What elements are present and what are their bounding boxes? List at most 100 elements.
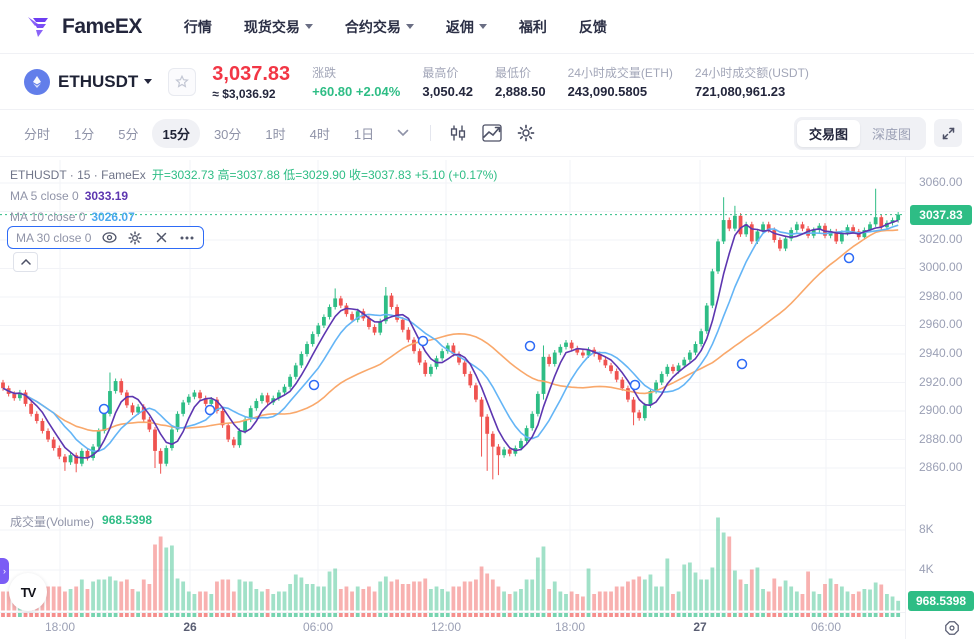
time-axis-label: 06:00 <box>810 620 842 634</box>
expand-icon <box>942 127 954 139</box>
ma30-label: MA 30 close 0 <box>16 230 92 245</box>
nav-item-3[interactable]: 合约交易 <box>345 17 414 37</box>
nav-item-1[interactable]: 行情 <box>183 18 212 35</box>
pane-divider[interactable] <box>0 505 974 506</box>
time-axis-label: 12:00 <box>430 620 462 634</box>
nav-item-4[interactable]: 返佣 <box>446 17 487 37</box>
ticker-bar: ETHUSDT 3,037.83 ≈ $3,036.92 涨跌 +60.80 +2… <box>0 54 974 110</box>
candlestick-style-button[interactable] <box>444 120 472 146</box>
drawing-toolbar-handle[interactable]: › <box>0 558 9 584</box>
eye-icon <box>102 232 117 243</box>
price-axis-label: 3000.00 <box>919 260 963 274</box>
divider <box>430 125 432 141</box>
nav-item-2[interactable]: 现货交易 <box>244 17 313 37</box>
favorite-star-button[interactable] <box>168 67 197 96</box>
line-chart-icon <box>482 124 502 142</box>
timeframe-30分[interactable]: 30分 <box>213 126 242 142</box>
ticker-stat-4: 24小时成交量(ETH) 243,090.5805 <box>567 65 673 99</box>
star-icon <box>175 74 190 88</box>
time-axis-divider <box>0 612 974 613</box>
visibility-toggle-button[interactable] <box>101 230 117 246</box>
tab-深度图[interactable]: 深度图 <box>871 126 911 142</box>
last-price-usd: ≈ $3,036.92 <box>212 86 276 101</box>
chevron-up-icon <box>20 259 31 265</box>
indicator-settings-button[interactable] <box>127 230 143 246</box>
timeframe-list: 分时 1分 5分 15分 30分 1时 4时 1日 <box>12 118 386 148</box>
volume-label: 成交量(Volume) <box>10 515 95 529</box>
volume-axis-label: 8K <box>919 522 934 536</box>
close-icon <box>156 232 167 243</box>
chart-legend: ETHUSDT · 15 · FameEx 开=3032.73 高=3037.8… <box>10 164 497 227</box>
chart-settings-button[interactable] <box>512 120 540 146</box>
timeframe-1分[interactable]: 1分 <box>74 126 95 142</box>
last-price: 3,037.83 <box>212 62 291 85</box>
interval-dropdown[interactable] <box>389 120 417 146</box>
time-axis-label: 18:00 <box>44 620 76 634</box>
ellipsis-icon <box>180 236 194 239</box>
brand[interactable]: FameEX <box>24 12 142 42</box>
timeframe-1日[interactable]: 1日 <box>353 126 375 142</box>
gear-icon <box>945 621 959 635</box>
tab-交易图[interactable]: 交易图 <box>796 119 860 147</box>
legend-symbol: ETHUSDT · 15 · FameEx <box>10 167 146 182</box>
pair-selector[interactable]: ETHUSDT <box>58 72 153 92</box>
time-axis[interactable]: 18:00 26 06:00 12:00 18:00 27 06:00 <box>0 617 974 639</box>
ticker-stat-2: 最高价 3,050.42 <box>422 65 473 99</box>
price-axis-label: 3060.00 <box>919 175 963 189</box>
brand-name: FameEX <box>62 14 142 38</box>
ticker-stats: 涨跌 +60.80 +2.04% 最高价 3,050.42 最低价 2,888.50 24小… <box>312 65 831 99</box>
eth-coin-icon <box>24 68 50 95</box>
nav-menu: 行情 现货交易 合约交易 返佣 福利 反馈 <box>168 17 623 37</box>
price-axis-label: 2940.00 <box>919 346 963 360</box>
chevron-down-icon <box>478 24 487 29</box>
current-volume-badge: 968.5398 <box>908 591 974 611</box>
timeframe-5分[interactable]: 5分 <box>118 126 139 142</box>
current-price-badge: 3037.83 <box>910 204 972 225</box>
collapse-legend-button[interactable] <box>13 252 38 272</box>
price-axis[interactable]: 3060.00 3020.00 3000.00 2980.00 2960.00 2940.… <box>905 157 974 639</box>
more-options-button[interactable] <box>179 230 195 246</box>
chevron-down-icon <box>397 129 409 137</box>
ticker-stat-3: 最低价 2,888.50 <box>494 65 546 99</box>
chart-toolbar: 分时 1分 5分 15分 30分 1时 4时 1日 <box>0 110 974 157</box>
chevron-down-icon <box>304 24 313 29</box>
ma10-label: MA 10 close 0 <box>10 209 86 224</box>
indicators-button[interactable] <box>478 120 506 146</box>
price-axis-label: 2880.00 <box>919 432 963 446</box>
ma5-label: MA 5 close 0 <box>10 188 79 203</box>
price-axis-label: 2960.00 <box>919 317 963 331</box>
ma30-indicator-toolbar[interactable]: MA 30 close 0 <box>7 226 205 249</box>
price-axis-label: 2980.00 <box>919 289 963 303</box>
timeframe-4时[interactable]: 4时 <box>309 126 330 142</box>
volume-axis-label: 4K <box>919 562 934 576</box>
price-axis-label: 2920.00 <box>919 375 963 389</box>
axis-settings-button[interactable] <box>944 620 960 639</box>
fameex-logo-icon <box>28 16 48 37</box>
timeframe-15分[interactable]: 15分 <box>152 118 200 148</box>
fullscreen-button[interactable] <box>934 119 962 147</box>
timeframe-1时[interactable]: 1时 <box>265 126 286 142</box>
volume-legend: 成交量(Volume) 968.5398 <box>10 513 152 530</box>
ma5-value: 3033.19 <box>84 188 129 203</box>
time-axis-label: 26 <box>183 620 197 634</box>
remove-indicator-button[interactable] <box>153 230 169 246</box>
price-axis-label: 2900.00 <box>919 403 963 417</box>
price-axis-label: 2860.00 <box>919 460 963 474</box>
ma10-value: 3026.07 <box>91 209 135 224</box>
time-axis-label: 18:00 <box>554 620 586 634</box>
tradingview-logo[interactable]: TV <box>9 573 47 611</box>
last-price-block: 3,037.83 ≈ $3,036.92 <box>212 63 290 101</box>
nav-item-5[interactable]: 福利 <box>518 18 547 35</box>
price-axis-label: 3020.00 <box>919 232 963 246</box>
chevron-down-icon <box>144 79 153 84</box>
time-axis-label: 27 <box>693 620 707 634</box>
candlestick-icon <box>451 125 466 141</box>
volume-value: 968.5398 <box>102 513 153 527</box>
timeframe-分时[interactable]: 分时 <box>24 126 51 142</box>
ticker-stat-5: 24小时成交额(USDT) 721,080,961.23 <box>694 65 809 99</box>
nav-item-6[interactable]: 反馈 <box>578 18 607 35</box>
ticker-stat-1: 涨跌 +60.80 +2.04% <box>312 65 401 99</box>
top-navbar: FameEX 行情 现货交易 合约交易 返佣 福利 反馈 <box>0 0 974 54</box>
